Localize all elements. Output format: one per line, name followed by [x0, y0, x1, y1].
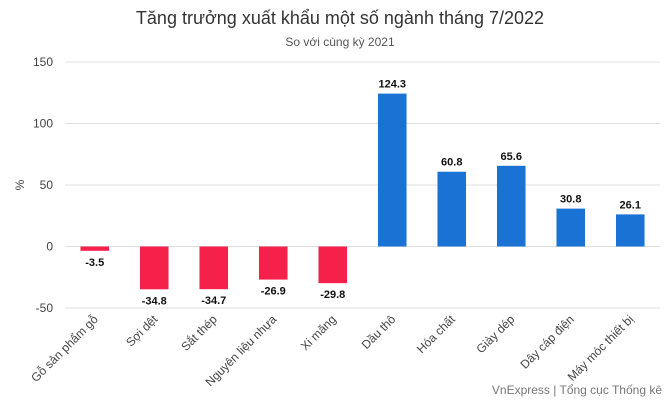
- x-tick-label: Hóa chất: [414, 312, 458, 356]
- bar: [199, 246, 229, 290]
- bar: [615, 214, 645, 247]
- value-label: -29.8: [320, 289, 345, 301]
- bar: [258, 246, 288, 280]
- value-label: 30.8: [560, 194, 581, 206]
- value-label: -34.8: [142, 295, 167, 307]
- bar: [139, 246, 169, 290]
- x-tick-label: Giày dép: [474, 312, 518, 356]
- bar: [377, 93, 407, 247]
- y-tick-label: 150: [33, 55, 53, 69]
- source: VnExpress | Tổng cục Thống kê: [492, 383, 662, 397]
- x-tick-label: Gỗ sản phẩm gỗ: [28, 311, 102, 385]
- chart-subtitle: So với cùng kỳ 2021: [285, 35, 395, 49]
- y-tick-label: 50: [40, 178, 54, 192]
- value-label: -34.7: [201, 295, 226, 307]
- bar: [80, 246, 110, 251]
- x-tick-label: Dầu thô: [359, 312, 399, 352]
- value-label: 60.8: [441, 157, 462, 169]
- x-tick-label: Xi măng: [298, 312, 339, 353]
- x-tick-label: Sợi dệt: [123, 312, 161, 350]
- chart-title: Tăng trưởng xuất khẩu một số ngành tháng…: [136, 8, 544, 28]
- y-tick-label: -50: [36, 301, 54, 315]
- bar: [556, 208, 586, 247]
- y-tick-label: 0: [46, 240, 53, 254]
- value-label: -26.9: [261, 286, 286, 298]
- value-label: 124.3: [378, 79, 406, 91]
- bar: [496, 165, 526, 247]
- y-axis-label: %: [13, 179, 27, 190]
- x-tick-label: Sắt thép: [178, 311, 220, 353]
- value-label: 26.1: [620, 199, 641, 211]
- value-label: -3.5: [85, 257, 104, 269]
- x-tick-label: Dây cáp điện: [517, 312, 576, 371]
- bar: [318, 246, 348, 284]
- value-label: 65.6: [501, 151, 522, 163]
- bar: [437, 171, 467, 247]
- y-tick-label: 100: [33, 117, 53, 131]
